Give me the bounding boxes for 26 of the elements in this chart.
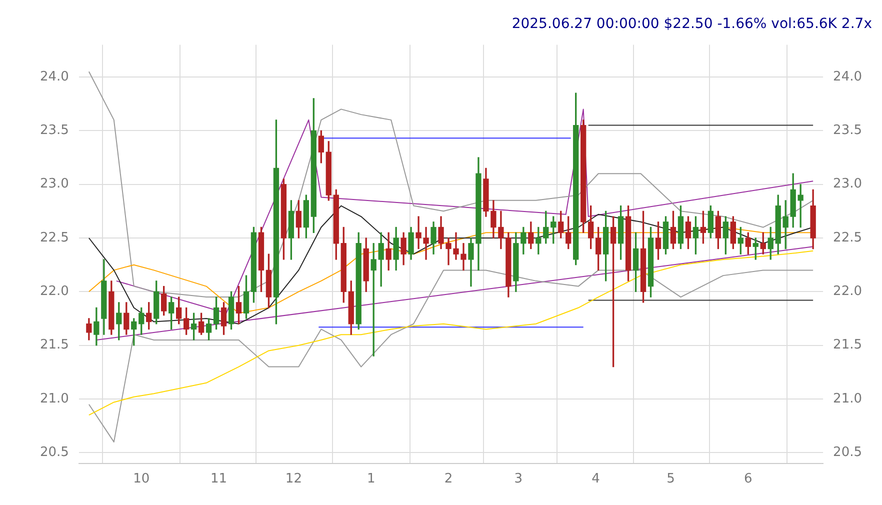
y2-tick-label: 23.5 <box>833 123 862 138</box>
y-tick-label: 22.0 <box>40 284 69 300</box>
chart-title: 2025.06.27 00:00:00 $22.50 -1.66% vol:65.6K 2.7x <box>512 16 872 32</box>
x-tick-label: 12 <box>285 472 302 487</box>
y-tick-label: 23.5 <box>40 123 69 138</box>
y-tick-label: 24.0 <box>40 69 69 84</box>
y2-tick-label: 24.0 <box>833 69 862 84</box>
y2-tick-label: 21.0 <box>833 391 862 406</box>
x-tick-label: 4 <box>592 472 600 487</box>
x-tick-label: 2 <box>444 472 453 487</box>
y-tick-label: 21.5 <box>40 338 69 353</box>
x-tick-label: 3 <box>514 472 523 487</box>
x-tick-label: 6 <box>744 472 752 487</box>
x-tick-label: 5 <box>666 472 675 487</box>
y-tick-label: 22.5 <box>40 230 69 246</box>
x-tick-label: 10 <box>133 472 150 487</box>
y-tick-label: 21.0 <box>40 391 69 406</box>
x-tick-label: 11 <box>210 472 228 487</box>
y-tick-label: 20.5 <box>40 445 69 460</box>
x-tick-label: 1 <box>366 472 376 487</box>
y2-tick-label: 22.5 <box>833 230 862 246</box>
y2-tick-label: 20.5 <box>833 445 862 460</box>
y2-tick-label: 23.0 <box>833 176 862 192</box>
y-tick-label: 23.0 <box>40 176 69 192</box>
y2-tick-label: 21.5 <box>833 338 862 353</box>
y2-tick-label: 22.0 <box>833 284 862 300</box>
